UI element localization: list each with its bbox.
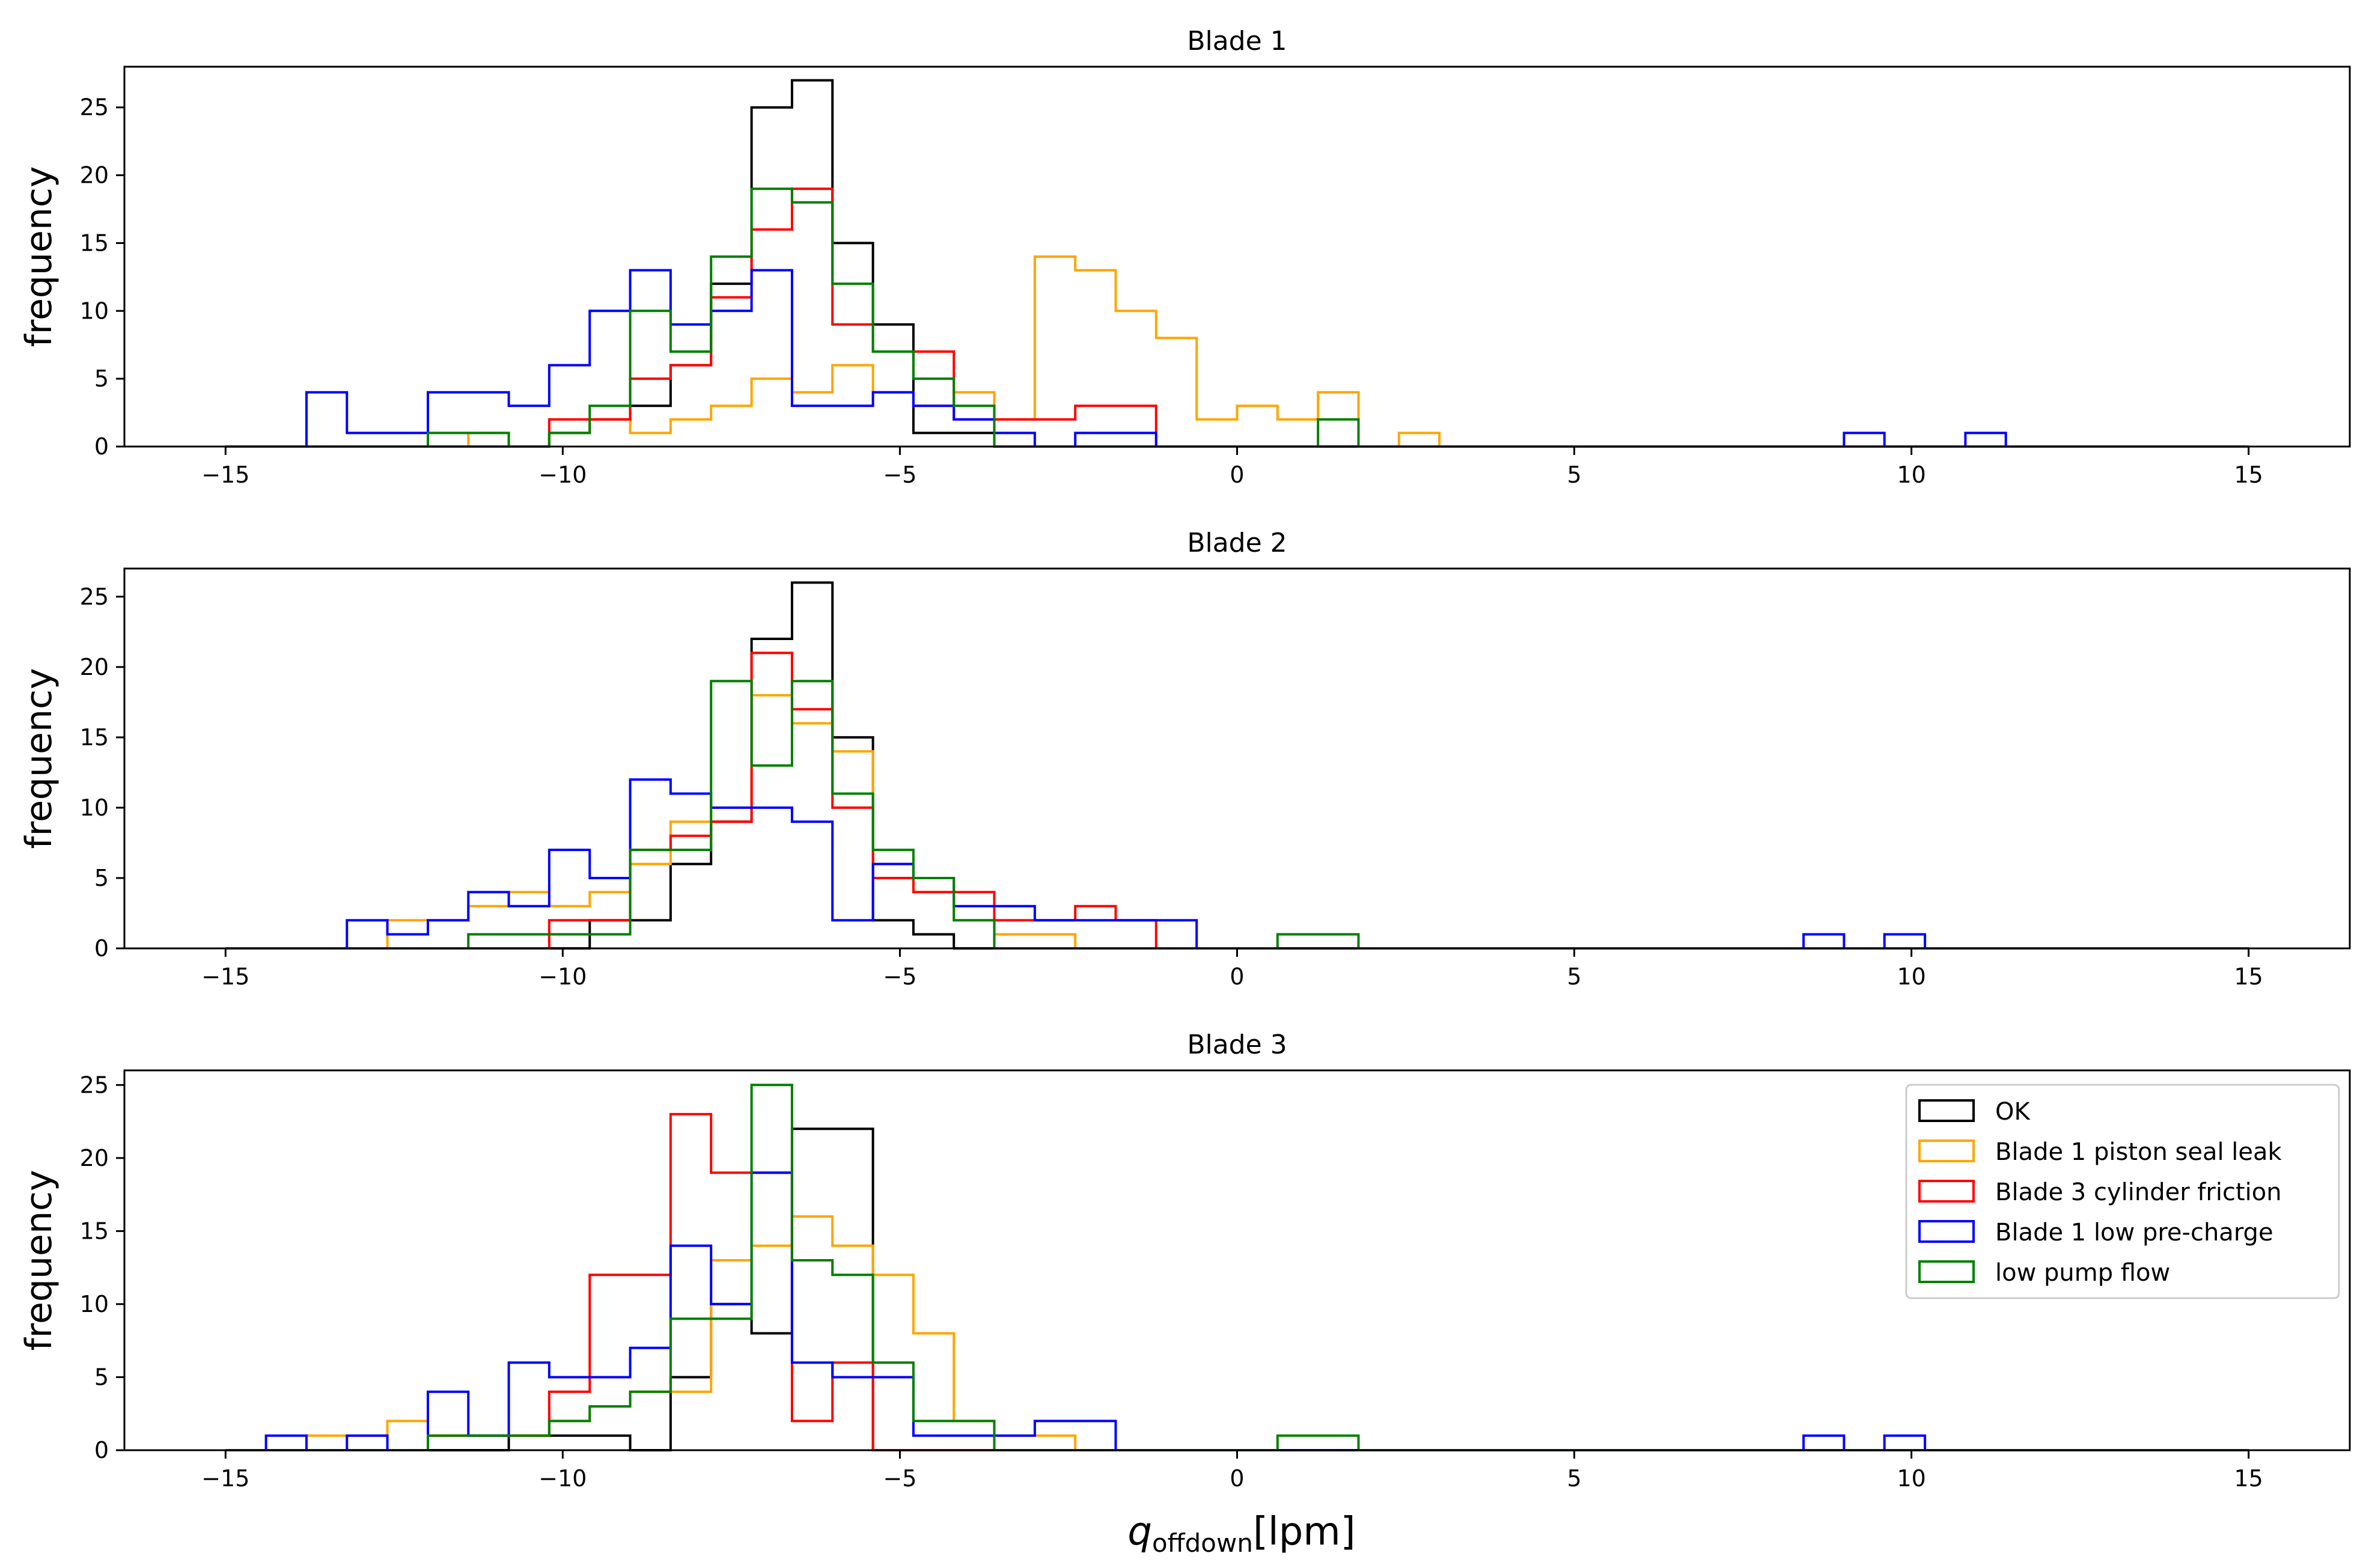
legend-label: Blade 3 cylinder friction xyxy=(1995,1179,2282,1206)
legend-swatch xyxy=(1918,1139,1975,1162)
x-tick-label: 15 xyxy=(2234,462,2263,488)
y-tick-label: 10 xyxy=(80,795,109,821)
y-tick-label: 10 xyxy=(80,297,109,324)
legend-swatch xyxy=(1918,1220,1975,1243)
y-tick-label: 25 xyxy=(80,584,109,610)
series-line xyxy=(225,1215,2249,1451)
x-axis-label-unit: [lpm] xyxy=(1253,1510,1356,1554)
x-tick-label: 5 xyxy=(1567,1465,1581,1492)
y-axis-label: frequency xyxy=(18,668,60,849)
legend-label: low pump flow xyxy=(1995,1259,2170,1287)
y-tick-label: 5 xyxy=(94,1364,109,1390)
x-axis-label: qoffdown[lpm] xyxy=(1127,1510,1355,1558)
x-tick-label: −5 xyxy=(883,1465,916,1492)
legend-box xyxy=(1905,1084,2340,1299)
subplot-1: −15 −10 −5 0 5 10 15 0 5 10 15 20 25 Blade 1 frequency xyxy=(18,26,2351,488)
subplots: −15 −10 −5 0 5 10 15 0 5 10 15 20 25 Blade 1 frequency… xyxy=(18,26,2351,1492)
y-tick-label: 25 xyxy=(80,1072,109,1098)
x-tick-label: −5 xyxy=(883,963,916,990)
legend-label: Blade 1 piston seal leak xyxy=(1995,1138,2282,1166)
y-tick-label: 0 xyxy=(94,935,109,962)
x-tick-label: −10 xyxy=(538,1465,587,1492)
x-tick-label: 5 xyxy=(1567,963,1581,990)
legend-label: OK xyxy=(1995,1098,2031,1126)
y-axis-label: frequency xyxy=(18,1170,60,1351)
legend-label: Blade 1 low pre-charge xyxy=(1995,1219,2273,1246)
x-tick-label: 0 xyxy=(1230,462,1244,488)
subplot-title: Blade 2 xyxy=(1187,528,1287,558)
x-tick-label: −10 xyxy=(538,462,587,488)
legend-swatch xyxy=(1918,1099,1975,1122)
y-tick-label: 5 xyxy=(94,865,109,891)
y-tick-label: 15 xyxy=(80,724,109,751)
y-tick-label: 25 xyxy=(80,94,109,121)
y-tick-label: 20 xyxy=(80,654,109,680)
x-tick-label: 10 xyxy=(1897,462,1925,488)
x-axis-label-symbol: q xyxy=(1127,1510,1152,1554)
x-tick-label: −15 xyxy=(201,963,249,990)
x-tick-label: 0 xyxy=(1230,963,1244,990)
series-blade-1-piston-seal-leak xyxy=(225,1215,2249,1451)
x-tick-label: −15 xyxy=(201,1465,249,1492)
x-tick-label: 0 xyxy=(1230,1465,1244,1492)
legend-swatch xyxy=(1918,1260,1975,1283)
x-axis-label-subscript: offdown xyxy=(1152,1528,1253,1558)
subplot-title: Blade 3 xyxy=(1187,1030,1287,1060)
x-tick-label: 15 xyxy=(2234,1465,2263,1492)
y-tick-label: 20 xyxy=(80,1145,109,1171)
y-tick-label: 15 xyxy=(80,1218,109,1244)
x-tick-label: 5 xyxy=(1567,462,1581,488)
legend-swatch xyxy=(1918,1180,1975,1203)
subplot-title: Blade 1 xyxy=(1187,26,1287,56)
x-tick-label: −15 xyxy=(201,462,249,488)
y-axis-label: frequency xyxy=(18,166,60,347)
x-tick-label: −10 xyxy=(538,963,587,990)
y-tick-label: 10 xyxy=(80,1291,109,1317)
y-tick-label: 0 xyxy=(94,1437,109,1463)
subplot-2: −15 −10 −5 0 5 10 15 0 5 10 15 20 25 Blade 2 frequency xyxy=(18,528,2351,990)
x-tick-label: 10 xyxy=(1897,1465,1925,1492)
y-tick-label: 15 xyxy=(80,230,109,256)
legend: OK Blade 1 piston seal leak Blade 3 cylind… xyxy=(1905,1084,2340,1299)
x-tick-label: 10 xyxy=(1897,963,1925,990)
x-tick-label: −5 xyxy=(883,462,916,488)
y-tick-label: 0 xyxy=(94,433,109,460)
x-tick-label: 15 xyxy=(2234,963,2263,990)
subplot-3: −15 −10 −5 0 5 10 15 0 5 10 15 20 25 Blade 3 frequency… xyxy=(18,1030,2351,1492)
y-tick-label: 20 xyxy=(80,162,109,189)
y-tick-label: 5 xyxy=(94,365,109,392)
